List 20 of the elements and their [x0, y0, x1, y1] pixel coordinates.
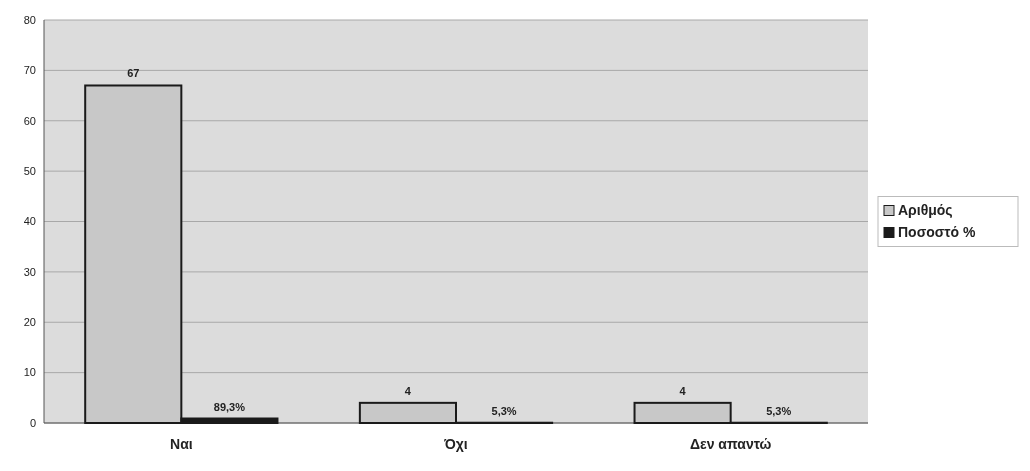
x-tick-label: Όχι: [443, 436, 468, 452]
data-label: 89,3%: [213, 400, 246, 413]
y-tick-label: 80: [23, 13, 36, 26]
y-tick-label: 0: [29, 416, 36, 429]
legend-label: Αριθμός: [898, 201, 953, 218]
y-tick-label: 50: [23, 164, 36, 177]
y-tick-label: 20: [23, 316, 36, 329]
y-tick-label: 30: [23, 265, 36, 278]
data-label: 4: [404, 384, 412, 397]
y-tick-label: 40: [23, 215, 36, 228]
y-tick-label: 60: [23, 114, 36, 127]
y-tick-label: 70: [23, 64, 36, 77]
data-label: 5,3%: [491, 404, 517, 417]
data-label: 67: [127, 67, 140, 80]
data-label: 5,3%: [766, 404, 792, 417]
y-tick-label: 10: [23, 366, 36, 379]
data-label: 4: [679, 384, 687, 397]
x-tick-label: Δεν απαντώ: [689, 436, 772, 452]
legend-label: Ποσοστό %: [898, 223, 977, 240]
x-tick-label: Ναι: [170, 436, 193, 452]
